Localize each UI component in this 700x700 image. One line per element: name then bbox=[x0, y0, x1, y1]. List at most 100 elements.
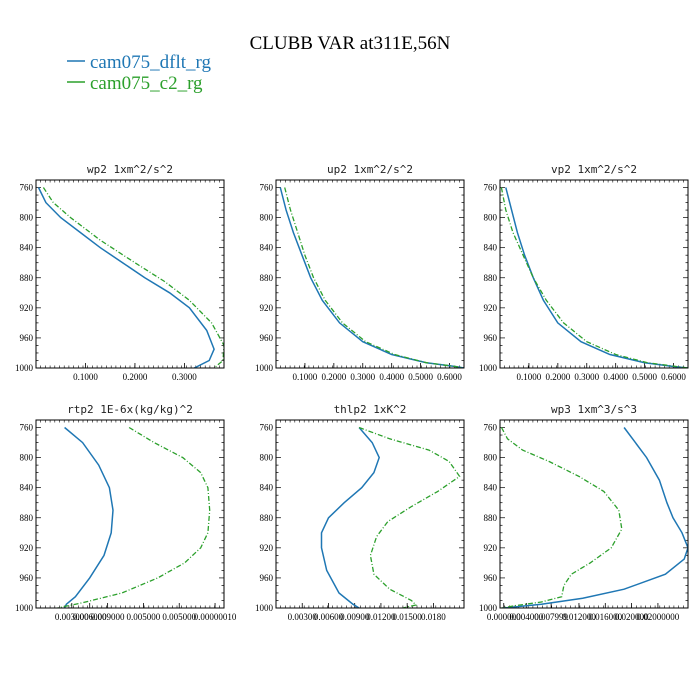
x-tick-label: 0.005000 bbox=[127, 612, 161, 622]
y-tick-label: 840 bbox=[260, 483, 274, 493]
y-tick-label: 800 bbox=[20, 213, 34, 223]
y-tick-label: 920 bbox=[484, 303, 498, 313]
x-tick-label: 0.003000 bbox=[55, 612, 89, 622]
plot-frame bbox=[275, 179, 465, 369]
plot-frame bbox=[499, 179, 689, 369]
y-tick-label: 880 bbox=[484, 513, 498, 523]
x-tick-label: 0.00600 bbox=[314, 612, 344, 622]
panel-title: wp3 1xm^3/s^3 bbox=[551, 403, 637, 416]
y-tick-label: 1000 bbox=[15, 603, 34, 613]
panel-title: wp2 1xm^2/s^2 bbox=[87, 163, 173, 176]
x-tick-label: 0.5000 bbox=[632, 372, 657, 382]
y-tick-label: 760 bbox=[484, 423, 498, 433]
x-tick-label: 0.1000 bbox=[517, 372, 542, 382]
series-line-dflt bbox=[503, 427, 688, 608]
y-tick-label: 800 bbox=[260, 213, 274, 223]
y-tick-label: 880 bbox=[260, 273, 274, 283]
y-tick-label: 880 bbox=[20, 513, 34, 523]
x-tick-label: 0.2000 bbox=[545, 372, 570, 382]
panel-title: rtp2 1E-6x(kg/kg)^2 bbox=[67, 403, 193, 416]
series-line-c2 bbox=[500, 187, 688, 368]
x-tick-label: 0.005000 bbox=[162, 612, 196, 622]
series-line-dflt bbox=[63, 426, 114, 608]
x-tick-label: 0.004000 bbox=[509, 612, 543, 622]
y-tick-label: 960 bbox=[484, 573, 498, 583]
x-tick-label: 0.016000 bbox=[588, 612, 622, 622]
x-tick-label: 0.1000 bbox=[293, 372, 318, 382]
panel-1: wp2 1xm^2/s^2 760 800 840 880 920 960 1000 0.100… bbox=[15, 163, 225, 382]
legend: cam075_dflt_rg cam075_c2_rg bbox=[67, 52, 212, 94]
y-tick-label: 760 bbox=[20, 423, 34, 433]
legend-label-dflt: cam075_dflt_rg bbox=[90, 52, 212, 73]
x-tick-label: 0.007999 bbox=[534, 612, 568, 622]
y-tick-label: 840 bbox=[484, 243, 498, 253]
y-tick-label: 840 bbox=[260, 243, 274, 253]
x-tick-label: 0.00000010 bbox=[194, 612, 237, 622]
y-tick-label: 880 bbox=[260, 513, 274, 523]
y-tick-label: 800 bbox=[484, 453, 498, 463]
series-line-dflt bbox=[279, 187, 464, 368]
x-tick-label: 0.6000 bbox=[661, 372, 686, 382]
x-tick-label: 0.00900 bbox=[340, 612, 370, 622]
y-tick-label: 960 bbox=[260, 573, 274, 583]
x-tick-label: 0.3000 bbox=[350, 372, 375, 382]
x-tick-label: 0.01200 bbox=[366, 612, 396, 622]
panel-title: thlp2 1xK^2 bbox=[334, 403, 407, 416]
y-tick-label: 760 bbox=[20, 183, 34, 193]
y-tick-label: 960 bbox=[484, 333, 498, 343]
y-tick-label: 840 bbox=[484, 483, 498, 493]
y-tick-label: 1000 bbox=[479, 363, 498, 373]
y-tick-label: 880 bbox=[484, 273, 498, 283]
y-tick-label: 920 bbox=[484, 543, 498, 553]
panel-3: vp2 1xm^2/s^2 760 800 840 880 920 960 1000 0.100… bbox=[479, 163, 689, 382]
y-tick-label: 760 bbox=[260, 423, 274, 433]
series-line-dflt bbox=[320, 427, 381, 608]
x-tick-label: 0.012000 bbox=[562, 612, 596, 622]
x-tick-label: 0.01500 bbox=[393, 612, 423, 622]
panel-title: up2 1xm^2/s^2 bbox=[327, 163, 413, 176]
series-line-c2 bbox=[42, 187, 224, 368]
series-line-dflt bbox=[505, 187, 688, 368]
y-tick-label: 1000 bbox=[479, 603, 498, 613]
x-tick-label: 0.009000 bbox=[91, 612, 125, 622]
y-tick-label: 960 bbox=[20, 573, 34, 583]
plot-frame bbox=[275, 419, 465, 609]
y-tick-label: 1000 bbox=[255, 603, 274, 613]
panel-grid: wp2 1xm^2/s^2 760 800 840 880 920 960 1000 0.100… bbox=[15, 163, 689, 622]
x-tick-label: 0.3000 bbox=[172, 372, 197, 382]
y-tick-label: 760 bbox=[484, 183, 498, 193]
x-tick-label: 0.4000 bbox=[603, 372, 628, 382]
y-tick-label: 840 bbox=[20, 243, 34, 253]
y-tick-label: 760 bbox=[260, 183, 274, 193]
x-tick-label: 0.0180 bbox=[421, 612, 446, 622]
y-tick-label: 800 bbox=[20, 453, 34, 463]
series-line-c2 bbox=[358, 426, 461, 608]
legend-label-c2: cam075_c2_rg bbox=[90, 73, 203, 94]
y-tick-label: 800 bbox=[260, 453, 274, 463]
y-tick-label: 1000 bbox=[255, 363, 274, 373]
plot-frame bbox=[35, 179, 225, 369]
y-tick-label: 1000 bbox=[15, 363, 34, 373]
x-tick-label: 0.006000 bbox=[73, 612, 107, 622]
y-tick-label: 880 bbox=[20, 273, 34, 283]
series-line-dflt bbox=[37, 187, 215, 368]
panel-title: vp2 1xm^2/s^2 bbox=[551, 163, 637, 176]
y-tick-label: 960 bbox=[260, 333, 274, 343]
y-tick-label: 920 bbox=[260, 303, 274, 313]
series-line-c2 bbox=[57, 426, 211, 608]
x-tick-label: 0.3000 bbox=[574, 372, 599, 382]
x-tick-label: 0.1000 bbox=[73, 372, 98, 382]
plot-frame bbox=[35, 419, 225, 609]
y-tick-label: 920 bbox=[20, 543, 34, 553]
panel-5: thlp2 1xK^2 760 800 840 880 920 960 1000 0.00300… bbox=[255, 403, 465, 622]
x-tick-label: 0.2000 bbox=[321, 372, 346, 382]
x-tick-label: 0.5000 bbox=[408, 372, 433, 382]
series-line-c2 bbox=[284, 187, 464, 368]
series-line-c2 bbox=[500, 427, 623, 608]
panel-4: rtp2 1E-6x(kg/kg)^2 760 800 840 880 920 960 100… bbox=[15, 403, 237, 622]
x-tick-label: 0.4000 bbox=[379, 372, 404, 382]
x-tick-label: 0.2000 bbox=[123, 372, 148, 382]
y-tick-label: 920 bbox=[260, 543, 274, 553]
y-tick-label: 800 bbox=[484, 213, 498, 223]
